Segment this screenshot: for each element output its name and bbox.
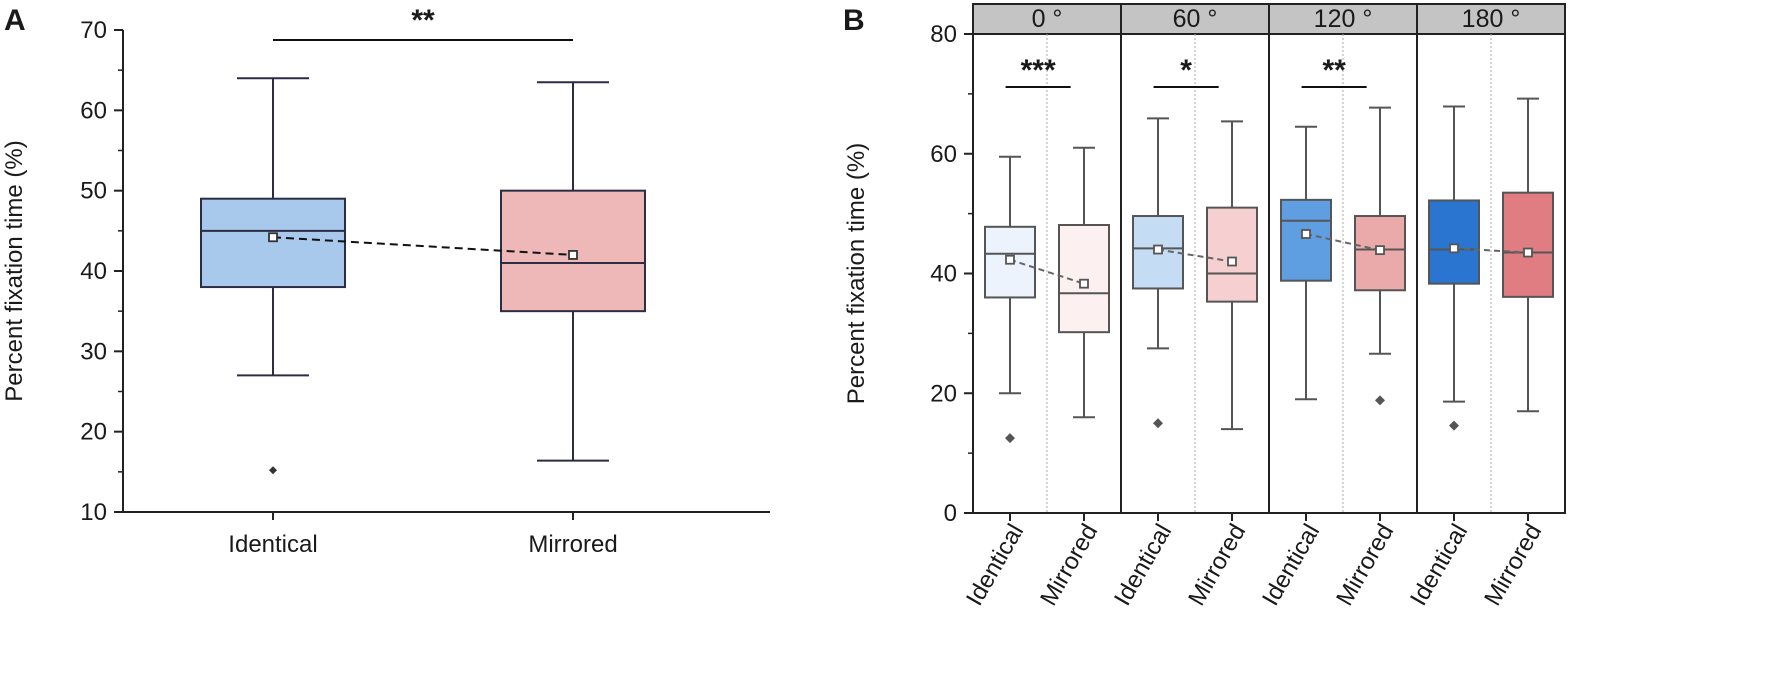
facet-60-strip-label: 60 ° [1173,5,1218,33]
facet-0-box-identical-outlier [1005,433,1015,444]
panel-b-letter: B [843,4,865,37]
facet-0-box-mirrored-iqr [1058,224,1110,334]
facet-120-box-mirrored-mean-marker [1375,245,1385,256]
facet-180-x-tick-label-mirrored: Mirrored [1479,520,1547,611]
facet-120-significance-label: ** [1322,54,1346,87]
y-tick-label: 10 [80,499,107,526]
facet-120-box-identical-mean-marker [1301,229,1311,239]
panel-b-chart: 0 20 40 60 80 Percent fixation time (%) 0 ° Ide… [843,3,1566,611]
x-tick-label-mirrored: Mirrored [528,531,617,558]
facet-60-significance-label: * [1180,54,1192,87]
facet-120-strip-label: 120 ° [1314,5,1373,33]
facet-180-box-mirrored-iqr [1502,191,1554,298]
facet-180-mean-connector [1453,247,1529,254]
facet-180-box-identical-iqr [1428,199,1480,285]
box-identical-iqr [200,197,346,289]
facet-180-box-mirrored-mean-marker [1523,247,1533,258]
y-axis-title: Percent fixation time (%) [843,143,870,404]
facet-60-box-identical-mean-marker [1153,244,1163,255]
facet-60-box-mirrored-iqr [1206,206,1258,303]
x-tick-label-identical: Identical [228,531,317,558]
facet-0-box-identical-mean-marker [1005,254,1015,265]
facet-0-box-mirrored-mean-marker [1079,278,1089,289]
facet-0-mean-connector [1009,258,1085,285]
y-tick-label: 20 [80,419,107,446]
facet-0-significance-label: *** [1021,54,1056,87]
facet-60-box-mirrored-mean-marker [1227,256,1237,267]
facet-0-strip [972,3,1122,35]
facet-180-box-identical-mean-marker [1449,243,1459,254]
facet-180-x-tick-label-identical: Identical [1405,520,1473,611]
facet-0-x-tick-label-mirrored: Mirrored [1035,520,1103,611]
facet-120-mean-connector [1305,233,1381,252]
panel-a-letter: A [4,4,26,37]
box-identical-outlier [269,466,277,475]
y-tick-label: 30 [80,338,107,365]
facet-60-x-tick-label-mirrored: Mirrored [1183,520,1251,611]
facet-180-strip-label: 180 ° [1462,5,1521,33]
y-tick-label: 60 [80,97,107,124]
facet-60-x-tick-label-identical: Identical [1109,520,1177,611]
box-mirrored-mean-marker [568,250,578,260]
facet-60-strip [1120,3,1270,35]
facet-120-box-identical-iqr [1280,198,1332,282]
box-identical-mean-marker [268,232,278,243]
facet-120-x-tick-label-identical: Identical [1257,520,1325,611]
y-tick-label: 50 [80,178,107,205]
y-tick-label: 0 [944,500,957,527]
y-axis-title: Percent fixation time (%) [1,140,28,401]
facet-60-mean-connector [1157,248,1233,263]
y-tick-label: 40 [80,258,107,285]
facet-120-x-tick-label-mirrored: Mirrored [1331,520,1399,611]
y-tick-label: 60 [930,141,957,168]
facet-0-strip-label: 0 ° [1032,5,1063,33]
mean-connector [272,236,574,256]
y-tick-label: 70 [80,17,107,44]
significance-label: ** [411,4,435,37]
y-tick-label: 40 [930,261,957,288]
y-tick-label: 20 [930,380,957,407]
facet-120-box-mirrored-outlier [1375,395,1385,406]
facet-0-x-tick-label-identical: Identical [961,520,1029,611]
panel-a-chart: 10 20 30 40 50 60 70 Percent fixation time (%) I… [1,4,770,558]
facet-0-box-identical-iqr [984,225,1036,299]
y-tick-label: 80 [930,21,957,48]
facet-60-box-identical-outlier [1153,418,1163,429]
facet-180-box-identical-outlier [1449,420,1459,431]
